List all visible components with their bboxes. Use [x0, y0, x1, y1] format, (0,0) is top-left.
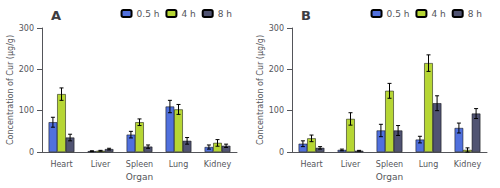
svg-text:Kidney: Kidney [454, 160, 482, 169]
svg-text:4 h: 4 h [181, 9, 195, 19]
svg-text:Organ: Organ [126, 172, 154, 182]
svg-text:Heart: Heart [300, 160, 322, 169]
svg-text:300: 300 [269, 24, 284, 33]
svg-text:Concentration of Cur (μg/g): Concentration of Cur (μg/g) [256, 35, 265, 145]
svg-text:4 h: 4 h [431, 9, 445, 19]
svg-text:100: 100 [269, 106, 284, 115]
svg-text:Concentration of Cur (μg/g): Concentration of Cur (μg/g) [6, 35, 15, 145]
svg-text:0.5 h: 0.5 h [387, 9, 410, 19]
svg-text:Spleen: Spleen [376, 160, 403, 169]
svg-text:8 h: 8 h [468, 9, 482, 19]
svg-text:Organ: Organ [376, 172, 404, 182]
svg-text:Kidney: Kidney [204, 160, 232, 169]
svg-text:Spleen: Spleen [126, 160, 153, 169]
svg-text:300: 300 [19, 24, 34, 33]
svg-text:100: 100 [19, 106, 34, 115]
svg-text:Liver: Liver [91, 160, 111, 169]
svg-text:0: 0 [279, 148, 284, 157]
svg-text:Lung: Lung [419, 160, 439, 169]
svg-text:0: 0 [29, 148, 34, 157]
svg-text:Lung: Lung [169, 160, 189, 169]
svg-text:200: 200 [269, 65, 284, 74]
svg-text:Heart: Heart [50, 160, 72, 169]
svg-text:A: A [51, 8, 61, 23]
svg-text:200: 200 [19, 65, 34, 74]
svg-text:0.5 h: 0.5 h [137, 9, 160, 19]
svg-text:Liver: Liver [341, 160, 361, 169]
svg-text:8 h: 8 h [218, 9, 232, 19]
svg-text:B: B [301, 8, 311, 23]
